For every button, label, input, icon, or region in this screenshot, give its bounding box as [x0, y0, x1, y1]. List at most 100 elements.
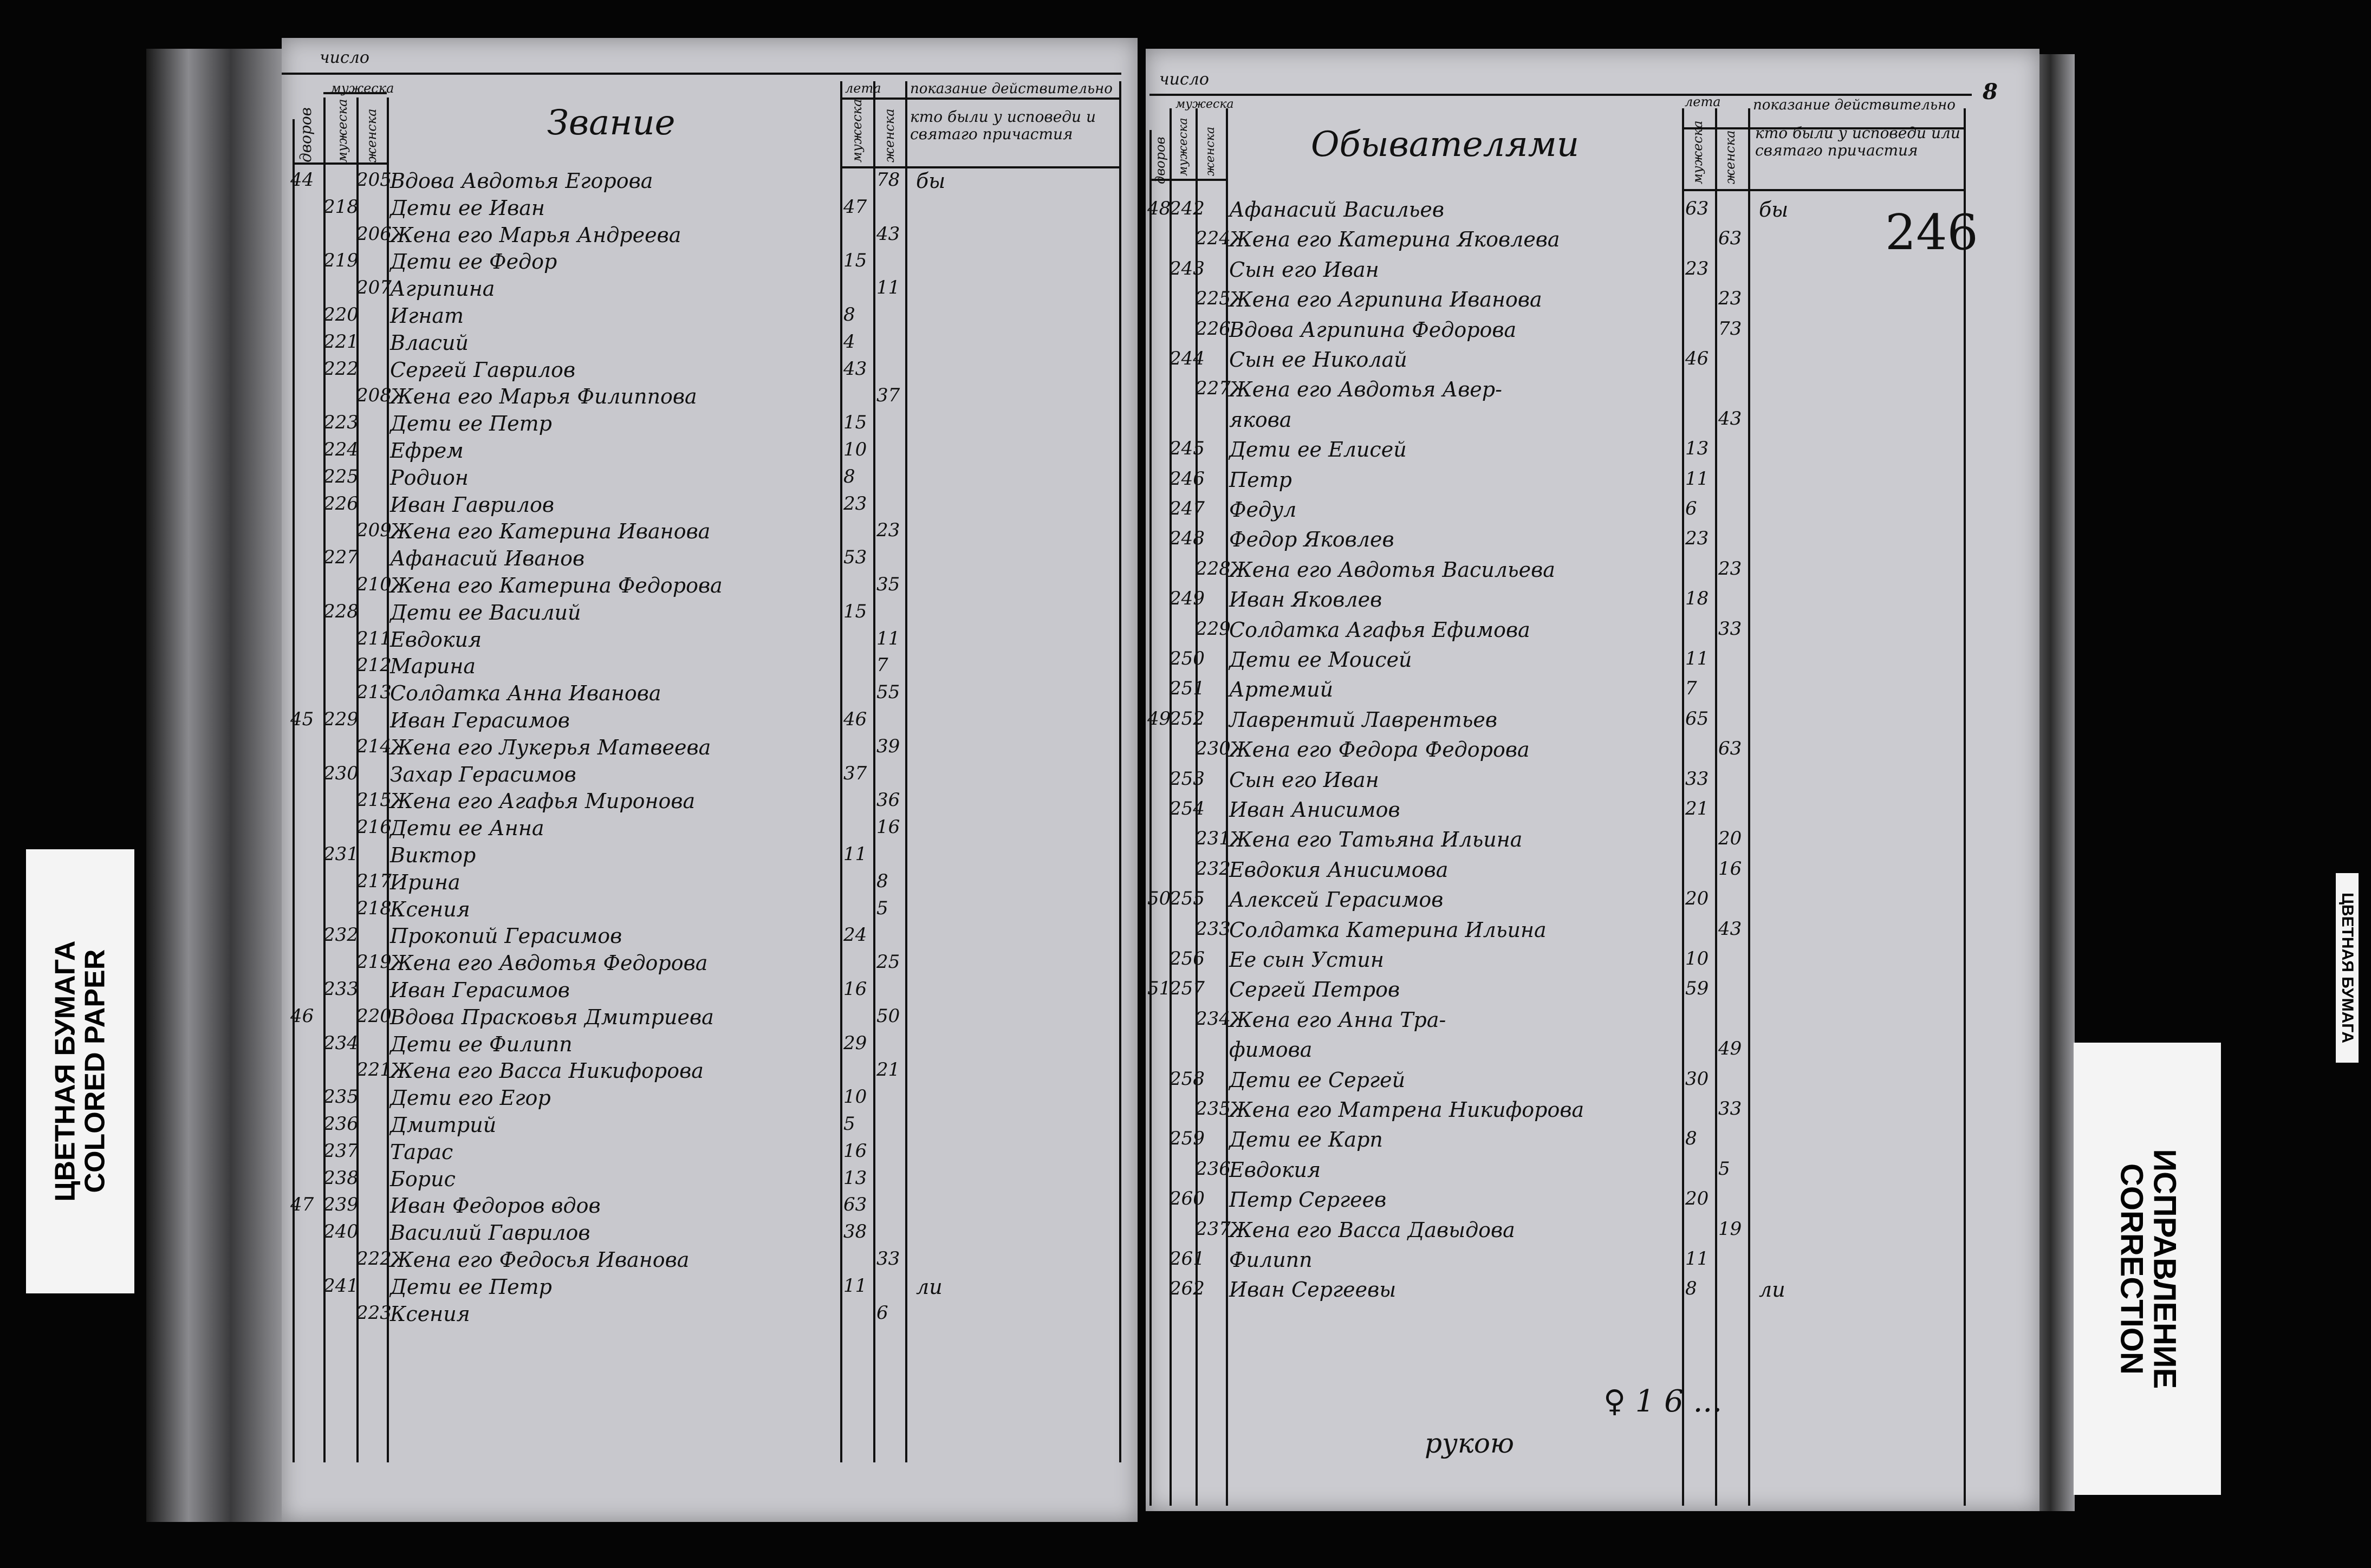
- age-male: 11: [1685, 1248, 1709, 1270]
- household-number: 47: [290, 1194, 314, 1216]
- right-subheader-rule: [1682, 127, 1964, 129]
- age-male: 53: [843, 546, 867, 569]
- table-row: 227 Жена его Авдотья Авер-: [0, 378, 2371, 404]
- person-name: Дети ее Анна: [390, 816, 544, 841]
- age-female: 33: [1718, 617, 1742, 640]
- table-row: 45 229 Иван Герасимов 46: [0, 708, 2371, 734]
- person-name: Василий Гаврилов: [390, 1221, 590, 1245]
- corner-mark: 8: [1983, 79, 1998, 105]
- person-name: Марина: [390, 654, 476, 679]
- right-header-male: мужеска: [1177, 118, 1190, 176]
- person-name: Тарас: [390, 1140, 453, 1164]
- female-number: 221: [356, 1059, 392, 1081]
- person-name: Филипп: [1229, 1248, 1313, 1272]
- male-number: 237: [323, 1140, 359, 1162]
- left-header-bottom-rule: [840, 166, 1119, 168]
- male-number: 258: [1170, 1068, 1205, 1090]
- table-row: 262 Иван Сергеевы 8 ли: [0, 1278, 2371, 1304]
- table-row: 240 Василий Гаврилов 38: [0, 1221, 2371, 1247]
- person-name: Жена его Анна Тра-: [1229, 1007, 1446, 1032]
- age-male: 13: [1685, 438, 1709, 460]
- household-number: 46: [290, 1005, 314, 1027]
- table-row: 237 Тарас 16: [0, 1140, 2371, 1166]
- age-male: 47: [843, 196, 867, 218]
- person-name: Иван Яковлев: [1229, 588, 1382, 612]
- age-male: 21: [1685, 798, 1709, 819]
- table-row: 218 Дети ее Иван 47: [0, 196, 2371, 222]
- person-name: якова: [1229, 407, 1292, 432]
- table-row: 256 Ее сын Устин 10: [0, 948, 2371, 974]
- person-name: Жена его Катерина Иванова: [390, 519, 711, 544]
- male-number: 229: [323, 708, 359, 730]
- right-column-rule: [1170, 108, 1172, 1506]
- table-row: 220 Игнат 8: [0, 304, 2371, 330]
- female-number: 225: [1196, 288, 1231, 310]
- person-name: Евдокия: [1229, 1157, 1321, 1182]
- table-row: 51 257 Сергей Петров 59: [0, 978, 2371, 1004]
- age-female: 16: [1718, 857, 1742, 880]
- person-name: Жена его Федора Федорова: [1229, 738, 1530, 762]
- age-male: 10: [843, 439, 867, 460]
- female-number: 233: [1196, 918, 1231, 940]
- male-number: 236: [323, 1113, 359, 1135]
- person-name: Жена его Катерина Федорова: [390, 574, 723, 597]
- age-male: 33: [1685, 767, 1709, 790]
- person-name: Дети ее Федор: [390, 250, 557, 274]
- male-number: 256: [1170, 948, 1205, 970]
- female-number: 236: [1196, 1157, 1231, 1180]
- right-column-rule: [1682, 108, 1684, 1506]
- right-column-rule: [1196, 108, 1198, 1506]
- person-name: Дмитрий: [390, 1113, 497, 1137]
- table-row: 237 Жена его Васса Давыдова 19: [0, 1218, 2371, 1244]
- table-row: 260 Петр Сергеев 20: [0, 1188, 2371, 1214]
- male-number: 239: [323, 1194, 359, 1216]
- person-name: Петр Сергеев: [1229, 1188, 1387, 1212]
- table-row: 211 Евдокия 11: [0, 628, 2371, 654]
- male-number: 234: [323, 1032, 359, 1054]
- table-row: 233 Солдатка Катерина Ильина 43: [0, 918, 2371, 944]
- table-row: 247 Федул 6: [0, 498, 2371, 524]
- left-column-rule: [323, 97, 326, 1462]
- male-number: 225: [323, 465, 359, 487]
- table-row: 221 Власий 4: [0, 331, 2371, 357]
- age-female: 63: [1718, 738, 1742, 760]
- left-header-age-female: женска: [882, 108, 897, 162]
- person-name: Прокопий Герасимов: [390, 924, 622, 948]
- bottom-mark-scribble: ♀ 1 6 ...: [1603, 1384, 1722, 1419]
- right-header-title: Обывателями: [1311, 125, 1580, 165]
- table-row: фимова 49: [0, 1038, 2371, 1064]
- person-name: Евдокия Анисимова: [1229, 857, 1448, 882]
- person-name: фимова: [1229, 1038, 1313, 1062]
- female-number: 219: [356, 951, 392, 973]
- person-name: Жена его Марья Филиппова: [390, 385, 697, 409]
- table-row: 225 Жена его Агрипина Иванова 23: [0, 288, 2371, 314]
- person-name: Иван Гаврилов: [390, 492, 554, 517]
- person-name: Дети ее Филипп: [390, 1032, 573, 1056]
- household-number: 44: [290, 169, 314, 191]
- male-number: 227: [323, 546, 359, 569]
- male-number: 219: [323, 250, 359, 272]
- table-row: 226 Вдова Агрипина Федорова 73: [0, 318, 2371, 344]
- person-name: Ее сын Устин: [1229, 948, 1384, 972]
- person-name: Солдатка Анна Иванова: [390, 681, 661, 706]
- household-number: 50: [1147, 888, 1171, 910]
- age-male: 18: [1685, 588, 1709, 610]
- male-number: 223: [323, 412, 359, 434]
- person-name: Сергей Гаврилов: [390, 357, 576, 382]
- table-row: 231 Виктор 11: [0, 843, 2371, 869]
- age-male: 11: [843, 1274, 867, 1297]
- age-female: 39: [876, 735, 900, 757]
- table-row: 47 239 Иван Федоров вдов 63: [0, 1194, 2371, 1220]
- left-header-ages: лета: [845, 81, 881, 96]
- left-header-male: мужеска: [335, 99, 350, 162]
- right-header-female: женска: [1204, 126, 1217, 176]
- age-male: 37: [843, 762, 867, 784]
- left-header-remark-top: показание действительно: [910, 81, 1113, 97]
- person-name: Жена его Федосья Иванова: [390, 1248, 690, 1272]
- left-column-rule: [873, 81, 875, 1462]
- table-row: 253 Сын его Иван 33: [0, 768, 2371, 794]
- male-number: 240: [323, 1221, 359, 1243]
- table-row: 259 Дети ее Карп 8: [0, 1128, 2371, 1154]
- age-female: 25: [876, 951, 900, 973]
- table-row: 246 Петр 11: [0, 468, 2371, 494]
